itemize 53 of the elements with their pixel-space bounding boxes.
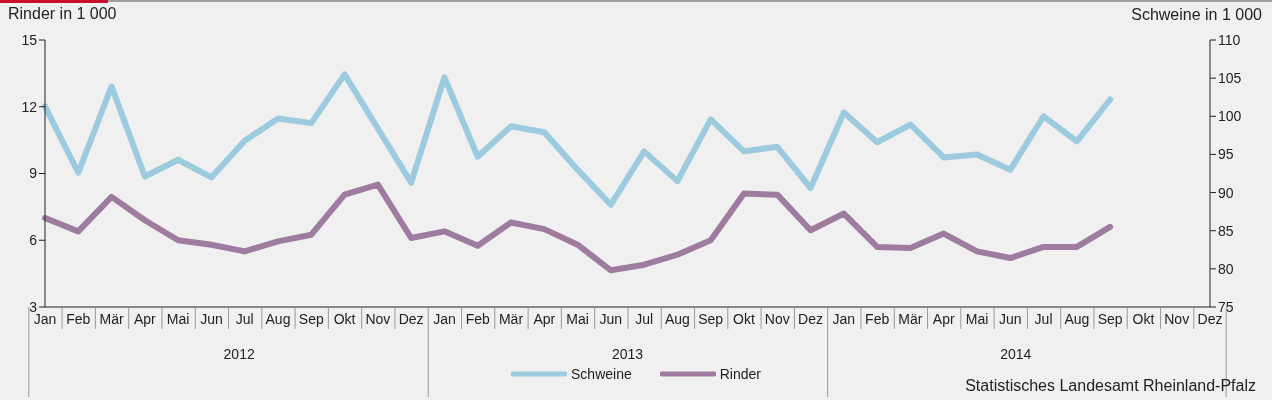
- x-tick-label: Nov: [365, 311, 391, 327]
- x-tick-label: Mär: [498, 311, 524, 327]
- x-tick-label: Okt: [1132, 311, 1155, 327]
- y2-axis-title: Schweine in 1 000: [1131, 6, 1262, 24]
- y2-tick-label: 95: [1218, 146, 1234, 163]
- y2-tick-label: 105: [1218, 70, 1242, 87]
- x-tick-label: Mär: [99, 311, 124, 327]
- x-tick-label: Nov: [764, 311, 790, 327]
- x-tick-label: Jun: [599, 311, 623, 327]
- x-tick-label: Mai: [566, 311, 589, 327]
- y2-tick-label: 80: [1218, 260, 1234, 277]
- y2-tick-label: 85: [1218, 222, 1234, 239]
- x-tick-label: Aug: [664, 311, 690, 327]
- x-tick-label: Feb: [66, 311, 91, 327]
- y-tick-label: 9: [29, 165, 38, 182]
- x-tick-label: Apr: [932, 311, 955, 327]
- y2-tick-label: 100: [1218, 108, 1242, 125]
- x-tick-label: Sep: [298, 311, 324, 327]
- y2-tick-label: 90: [1218, 184, 1234, 201]
- x-tick-label: Okt: [733, 311, 755, 327]
- x-tick-label: Okt: [333, 311, 356, 327]
- x-tick-label: Jan: [832, 311, 856, 327]
- y-axis-title: Rinder in 1 000: [8, 5, 117, 23]
- text: 2013: [610, 346, 645, 362]
- y-tick-label: 12: [21, 98, 38, 115]
- legend-label: Rinder: [719, 366, 761, 382]
- text: 2014: [999, 346, 1033, 362]
- x-tick-label: Aug: [1064, 311, 1090, 327]
- x-tick-label: Sep: [698, 311, 724, 327]
- x-tick-label: Aug: [265, 311, 291, 327]
- y-tick-label: 6: [29, 232, 38, 249]
- text: Statistisches Landesamt Rheinland-Pfalz: [965, 377, 1256, 395]
- x-tick-label: Jun: [200, 311, 223, 327]
- x-tick-label: Feb: [465, 311, 490, 327]
- text: 2012: [222, 346, 256, 362]
- x-tick-label: Jul: [635, 311, 654, 327]
- x-tick-label: Apr: [533, 311, 556, 327]
- x-tick-label: Sep: [1097, 311, 1123, 327]
- y2-tick-label: 110: [1218, 31, 1241, 48]
- x-tick-label: Jul: [235, 311, 254, 327]
- legend-label: Schweine: [571, 366, 632, 382]
- x-tick-label: Mär: [898, 311, 923, 327]
- x-tick-label: Apr: [133, 311, 157, 327]
- x-tick-label: Nov: [1164, 311, 1190, 327]
- x-tick-label: Dez: [398, 311, 424, 327]
- x-tick-label: Jul: [1034, 311, 1053, 327]
- y-tick-label: 15: [21, 31, 38, 48]
- x-tick-label: Jun: [999, 311, 1022, 327]
- x-tick-label: Mai: [166, 311, 190, 327]
- x-tick-label: Jan: [433, 311, 456, 327]
- x-tick-label: Mai: [965, 311, 989, 327]
- x-tick-label: Dez: [798, 311, 824, 327]
- x-tick-label: Feb: [865, 311, 890, 327]
